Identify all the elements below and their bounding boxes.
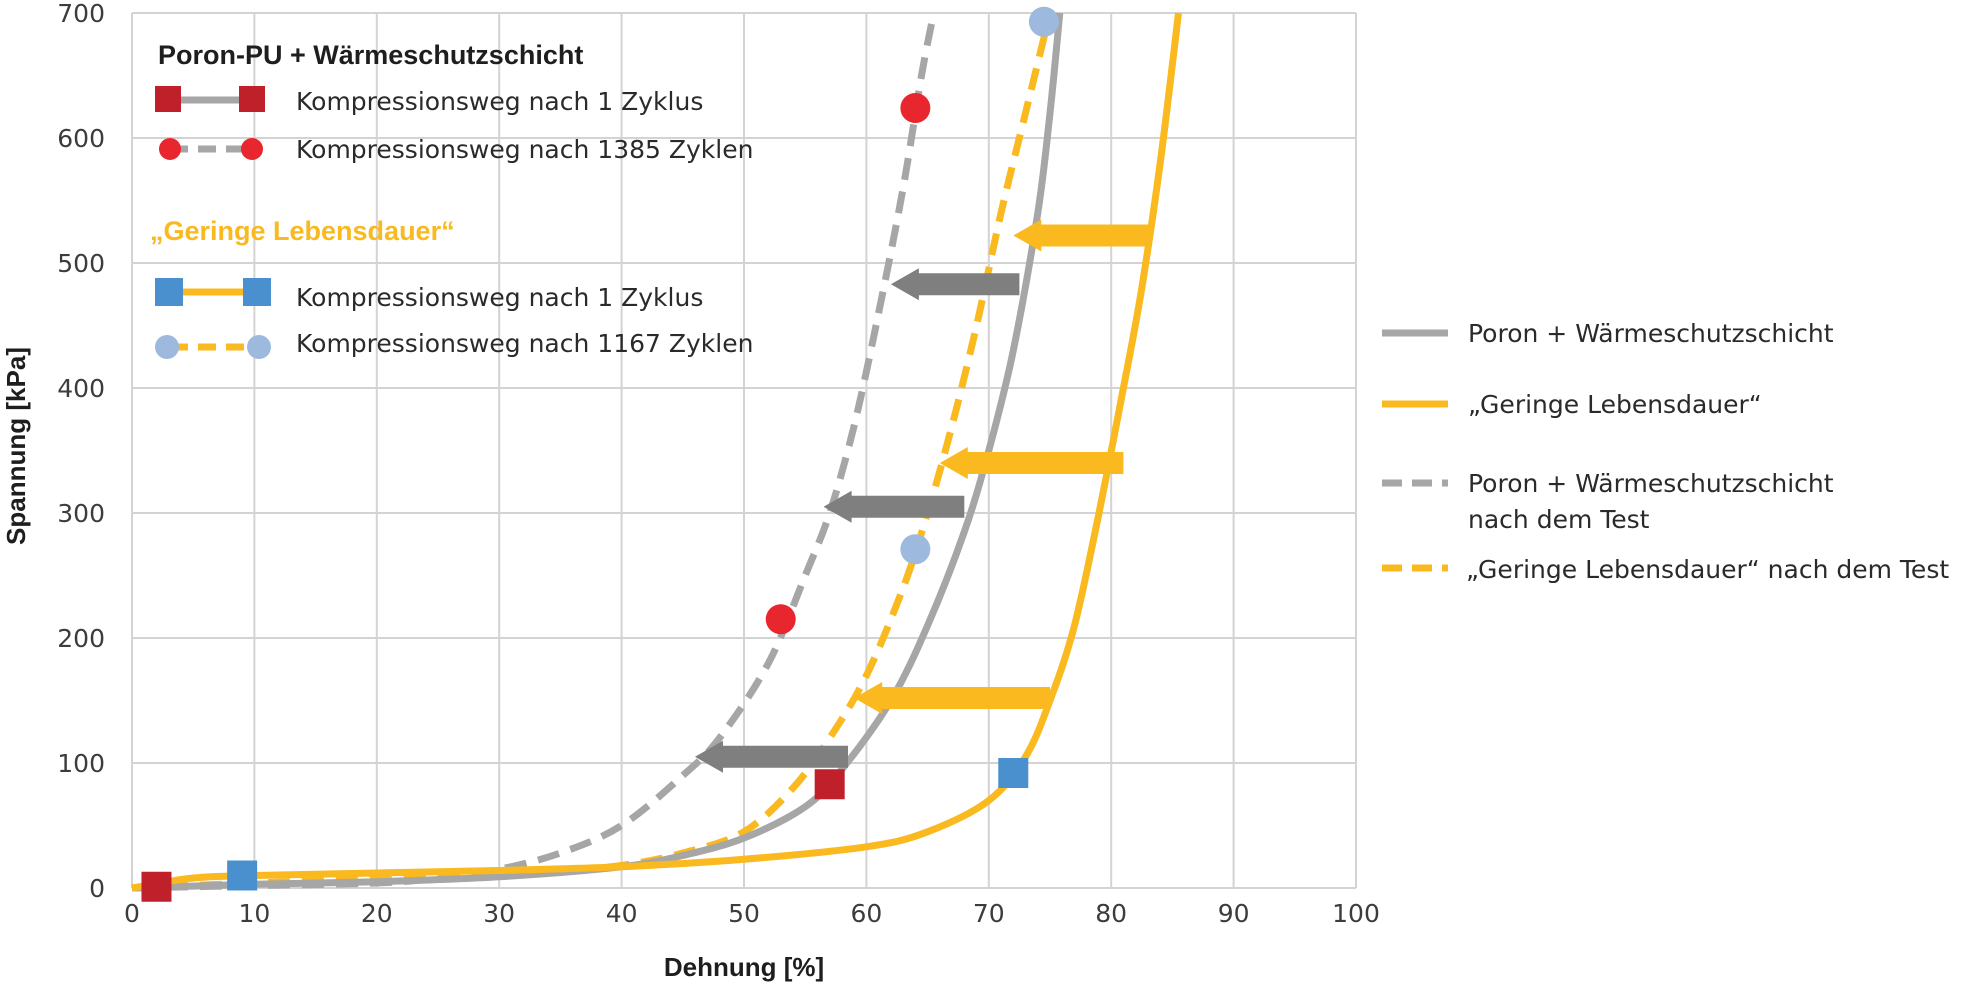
y-tick-label: 300 bbox=[57, 499, 105, 528]
series-line-0 bbox=[131, 12, 1064, 892]
legend-circle-lightblue-icon bbox=[155, 335, 271, 359]
legend-group1-item1: Kompressionsweg nach 1 Zyklus bbox=[296, 87, 703, 116]
x-tick-label: 70 bbox=[973, 899, 1005, 928]
x-tick-label: 60 bbox=[850, 899, 882, 928]
x-tick-label: 50 bbox=[728, 899, 760, 928]
x-tick-label: 0 bbox=[124, 899, 140, 928]
marker-red-circle bbox=[900, 93, 931, 123]
x-axis-title: Dehnung [%] bbox=[664, 952, 824, 982]
legend-circle-red-icon bbox=[159, 138, 263, 160]
shift-arrow-yellow-3 bbox=[854, 682, 1050, 714]
y-tick-label: 100 bbox=[57, 749, 105, 778]
y-tick-label: 400 bbox=[57, 374, 105, 403]
marker-lightblue-circle bbox=[1028, 6, 1059, 37]
legend-group1-item2: Kompressionsweg nach 1385 Zyklen bbox=[296, 135, 753, 164]
marker-blue-square bbox=[227, 860, 258, 891]
marker-blue-square bbox=[998, 758, 1029, 788]
series-line-2 bbox=[131, 12, 938, 892]
y-tick-label: 700 bbox=[57, 0, 105, 28]
legend-right-item3-line1: Poron + Wärmeschutzschicht bbox=[1468, 469, 1834, 498]
legend-square-red-icon bbox=[155, 86, 265, 112]
y-tick-label: 600 bbox=[57, 124, 105, 153]
y-tick-label: 200 bbox=[57, 624, 105, 653]
marker-red-circle bbox=[765, 604, 796, 635]
legend-group2-item1: Kompressionsweg nach 1 Zyklus bbox=[296, 283, 703, 312]
legend-square-blue-icon bbox=[155, 278, 271, 306]
arrow-layer bbox=[695, 219, 1148, 773]
x-tick-label: 90 bbox=[1218, 899, 1250, 928]
x-tick-label: 20 bbox=[361, 899, 393, 928]
marker-lightblue-circle bbox=[900, 534, 931, 565]
legend-right-item3-line2: nach dem Test bbox=[1468, 505, 1650, 534]
y-tick-labels: 0 100 200 300 400 500 600 700 bbox=[57, 0, 105, 903]
x-tick-label: 100 bbox=[1332, 899, 1380, 928]
legend-right-item4: „Geringe Lebensdauer“ nach dem Test bbox=[1466, 555, 1949, 584]
shift-arrow-yellow-4 bbox=[939, 447, 1124, 479]
x-tick-labels: 0 10 20 30 40 50 60 70 80 90 100 bbox=[124, 899, 1380, 928]
marker-red-square bbox=[814, 769, 845, 800]
legend-group2-title: „Geringe Lebensdauer“ bbox=[150, 216, 455, 246]
x-tick-label: 30 bbox=[483, 899, 515, 928]
x-tick-label: 40 bbox=[606, 899, 638, 928]
legend-right-item2: „Geringe Lebensdauer“ bbox=[1468, 390, 1762, 419]
x-tick-label: 10 bbox=[238, 899, 270, 928]
shift-arrow-yellow-5 bbox=[1013, 219, 1148, 252]
marker-layer bbox=[141, 6, 1059, 902]
shift-arrow-gray-1 bbox=[823, 490, 965, 523]
y-tick-label: 0 bbox=[89, 874, 105, 903]
legend-right-item1: Poron + Wärmeschutzschicht bbox=[1468, 319, 1834, 348]
x-tick-label: 80 bbox=[1095, 899, 1127, 928]
legend-group1-title: Poron-PU + Wärmeschutzschicht bbox=[158, 40, 583, 70]
legend-group2-item2: Kompressionsweg nach 1167 Zyklen bbox=[296, 329, 753, 358]
series-line-1 bbox=[131, 12, 1182, 892]
inner-legend: Poron-PU + Wärmeschutzschicht Kompressio… bbox=[150, 40, 753, 359]
marker-red-square bbox=[141, 871, 172, 902]
shift-arrow-gray-0 bbox=[695, 740, 848, 773]
y-axis-title: Spannung [kPa] bbox=[1, 347, 31, 545]
right-legend: Poron + Wärmeschutzschicht „Geringe Lebe… bbox=[1382, 319, 1949, 584]
y-tick-label: 500 bbox=[57, 249, 105, 278]
shift-arrow-gray-2 bbox=[890, 268, 1020, 301]
